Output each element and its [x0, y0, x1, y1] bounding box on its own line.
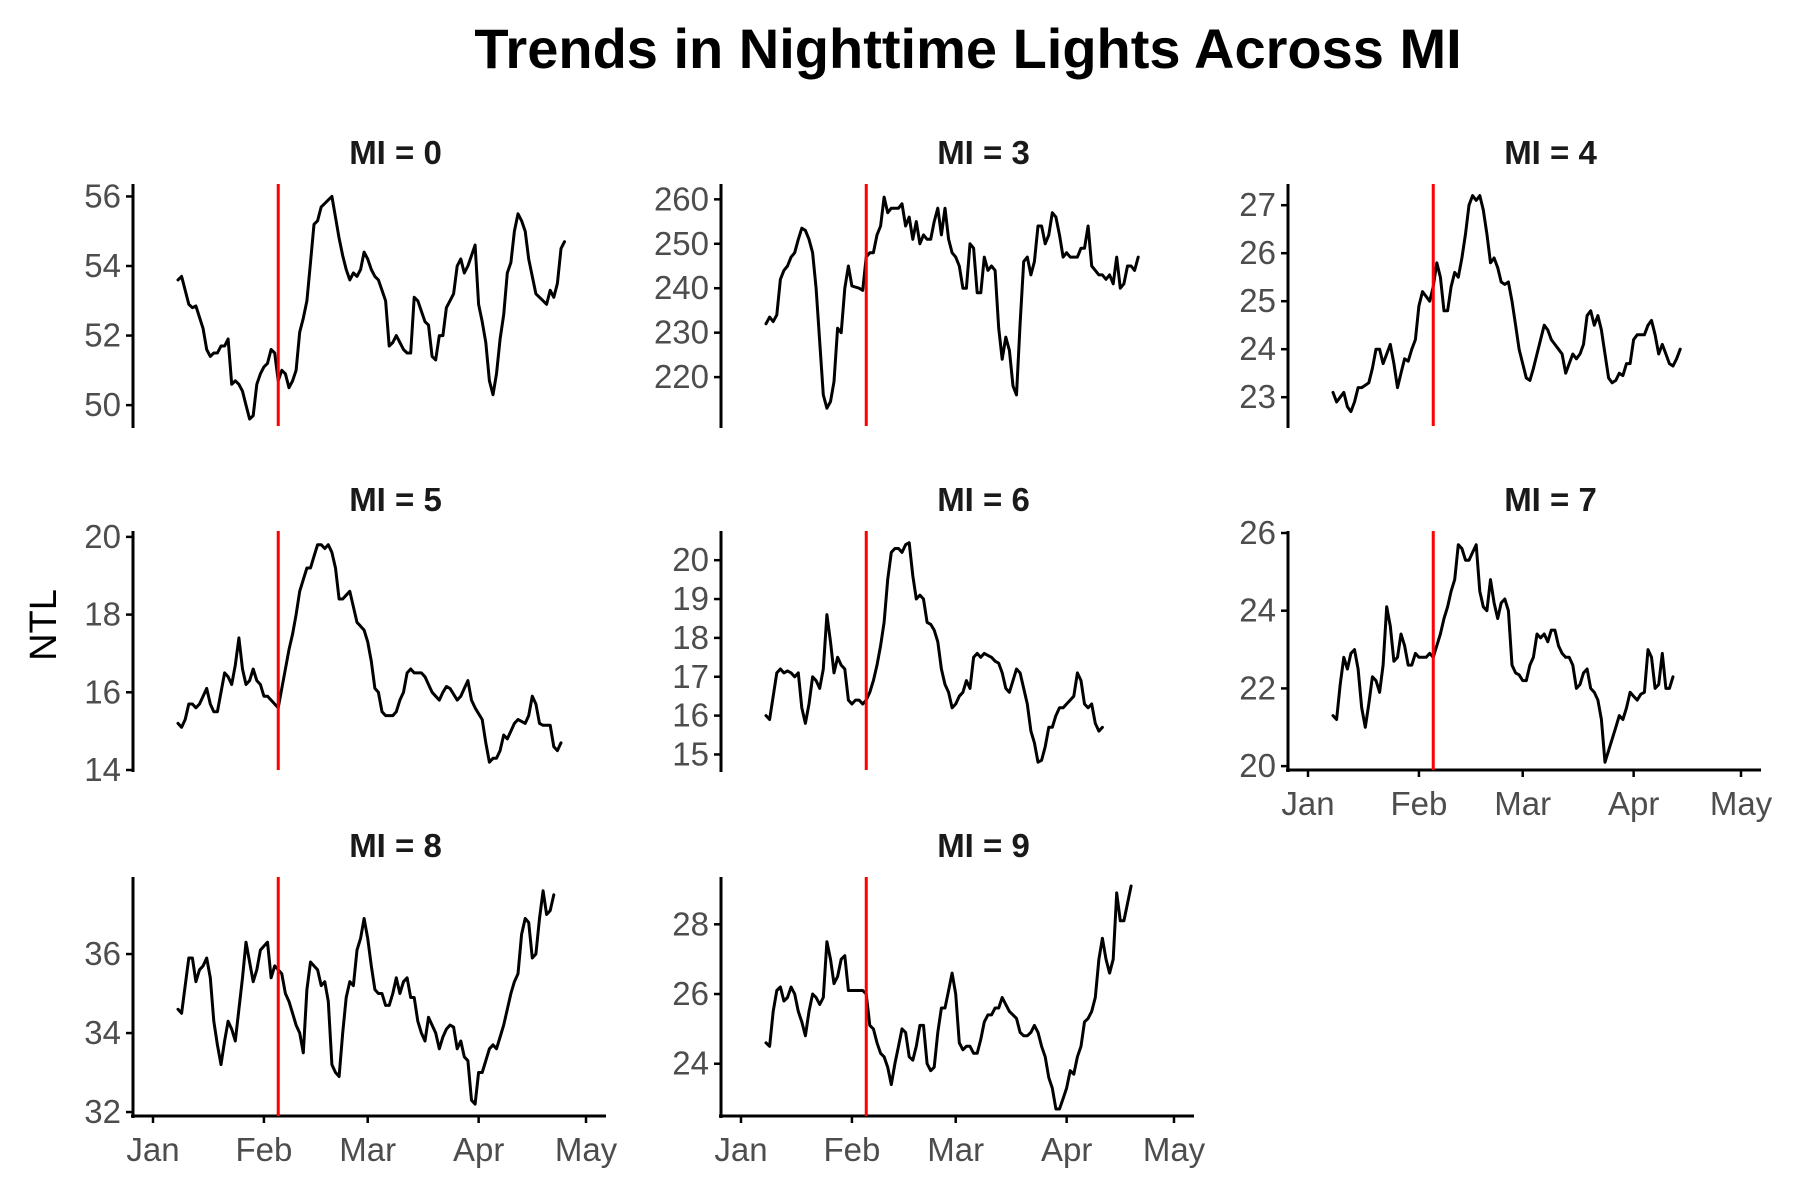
y-axis-label: NTL — [23, 589, 65, 661]
x-tick-label: Mar — [927, 1131, 984, 1168]
x-tick-label: Jan — [714, 1131, 767, 1168]
y-tick-label: 20 — [1239, 747, 1276, 784]
y-tick-label: 16 — [672, 697, 709, 734]
y-tick-label: 54 — [84, 247, 121, 284]
chart-title: Trends in Nighttime Lights Across MI — [474, 17, 1461, 80]
ntl-series-line — [176, 194, 566, 421]
facet-panel: MI = 4 23 24 25 26 27 — [1239, 134, 1682, 428]
x-tick-label: May — [1710, 785, 1773, 822]
y-tick-label: 19 — [672, 580, 709, 617]
x-tick-label: Apr — [453, 1131, 504, 1168]
y-tick-label: 52 — [84, 317, 121, 354]
y-tick-label: 36 — [84, 935, 121, 972]
y-tick-label: 220 — [654, 358, 709, 395]
y-tick-label: 23 — [1239, 378, 1276, 415]
x-tick-label: Mar — [1494, 785, 1551, 822]
y-tick-label: 20 — [84, 518, 121, 555]
facet-strip-label: MI = 6 — [937, 481, 1030, 518]
y-tick-label: 56 — [84, 177, 121, 214]
ntl-series-line — [1331, 194, 1682, 414]
y-tick-label: 25 — [1239, 282, 1276, 319]
y-tick-label: 230 — [654, 314, 709, 351]
facet-panel: MI = 7 20 22 24 26 Jan Feb Mar Apr May — [1239, 481, 1772, 822]
y-tick-label: 28 — [672, 905, 709, 942]
x-tick-label: May — [555, 1131, 618, 1168]
ntl-series-line — [176, 889, 556, 1106]
facet-panel: MI = 0 50 52 54 56 — [84, 134, 566, 428]
ntl-series-line — [1331, 543, 1675, 764]
y-tick-label: 17 — [672, 658, 709, 695]
x-tick-label: Feb — [235, 1131, 292, 1168]
facet-strip-label: MI = 8 — [349, 827, 442, 864]
y-tick-label: 250 — [654, 225, 709, 262]
x-tick-label: Feb — [1390, 785, 1447, 822]
ntl-series-line — [764, 541, 1104, 764]
y-tick-label: 240 — [654, 269, 709, 306]
y-tick-label: 32 — [84, 1093, 121, 1130]
facet-strip-label: MI = 7 — [1504, 481, 1597, 518]
y-tick-label: 18 — [84, 596, 121, 633]
facet-strip-label: MI = 4 — [1504, 134, 1597, 171]
facet-panel: MI = 9 24 26 28 Jan Feb Mar Apr May — [672, 827, 1205, 1168]
y-tick-label: 14 — [84, 751, 121, 788]
y-tick-label: 26 — [672, 975, 709, 1012]
y-tick-label: 24 — [672, 1045, 709, 1082]
ntl-series-line — [764, 195, 1140, 410]
facet-strip-label: MI = 9 — [937, 827, 1030, 864]
x-tick-label: Jan — [126, 1131, 179, 1168]
y-tick-label: 27 — [1239, 186, 1276, 223]
x-tick-label: May — [1143, 1131, 1206, 1168]
y-tick-label: 22 — [1239, 669, 1276, 706]
y-tick-label: 34 — [84, 1014, 121, 1051]
x-tick-label: Mar — [339, 1131, 396, 1168]
ntl-series-line — [176, 543, 563, 764]
y-tick-label: 26 — [1239, 514, 1276, 551]
y-tick-label: 24 — [1239, 330, 1276, 367]
ntl-series-line — [764, 884, 1133, 1111]
facet-panel: MI = 3 220 230 240 250 260 — [654, 134, 1140, 428]
facet-panel: MI = 5 14 16 18 20 — [84, 481, 563, 788]
x-tick-label: Apr — [1608, 785, 1659, 822]
facet-strip-label: MI = 3 — [937, 134, 1030, 171]
facet-strip-label: MI = 5 — [349, 481, 442, 518]
y-tick-label: 15 — [672, 735, 709, 772]
y-tick-label: 24 — [1239, 592, 1276, 629]
x-tick-label: Jan — [1281, 785, 1334, 822]
y-tick-label: 260 — [654, 180, 709, 217]
x-tick-label: Feb — [823, 1131, 880, 1168]
y-tick-label: 18 — [672, 619, 709, 656]
y-tick-label: 20 — [672, 541, 709, 578]
facet-strip-label: MI = 0 — [349, 134, 442, 171]
y-tick-label: 16 — [84, 673, 121, 710]
y-tick-label: 50 — [84, 386, 121, 423]
facet-panel: MI = 8 32 34 36 Jan Feb Mar Apr May — [84, 827, 617, 1168]
x-tick-label: Apr — [1041, 1131, 1092, 1168]
y-tick-label: 26 — [1239, 234, 1276, 271]
